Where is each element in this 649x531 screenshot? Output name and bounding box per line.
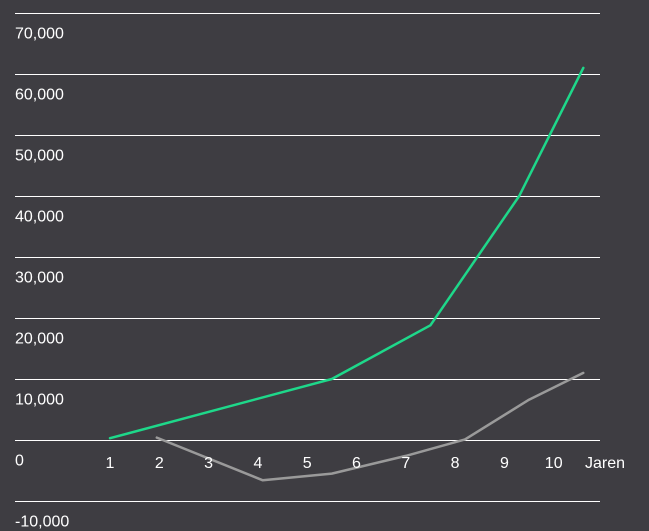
y-tick-label: 10,000 — [15, 392, 64, 409]
series-line-1 — [108, 66, 585, 440]
x-tick-label: 5 — [303, 455, 312, 472]
x-tick-label: 4 — [253, 455, 262, 472]
series-line-2 — [155, 371, 585, 482]
series-lines — [108, 66, 585, 482]
x-tick-label: 7 — [401, 455, 410, 472]
x-tick-label: 9 — [500, 455, 509, 472]
x-tick-label: 3 — [204, 455, 213, 472]
y-tick-label: 40,000 — [15, 209, 64, 226]
gridlines — [15, 13, 600, 502]
axis-labels: -10,000 0 10,000 20,000 30,000 40,000 50,000 60… — [15, 26, 625, 531]
y-tick-label: 70,000 — [15, 26, 64, 43]
x-tick-label: 1 — [106, 455, 115, 472]
y-tick-label: 50,000 — [15, 148, 64, 165]
x-tick-label: 2 — [155, 455, 164, 472]
x-axis-label: Jaren — [585, 455, 625, 472]
y-tick-label: 20,000 — [15, 331, 64, 348]
x-tick-label: 10 — [545, 455, 563, 472]
x-tick-label: 8 — [451, 455, 460, 472]
y-tick-label: 60,000 — [15, 87, 64, 104]
y-tick-label: 30,000 — [15, 270, 64, 287]
x-tick-label: 6 — [352, 455, 361, 472]
y-tick-label: -10,000 — [15, 514, 69, 531]
y-tick-label: 0 — [15, 453, 24, 470]
